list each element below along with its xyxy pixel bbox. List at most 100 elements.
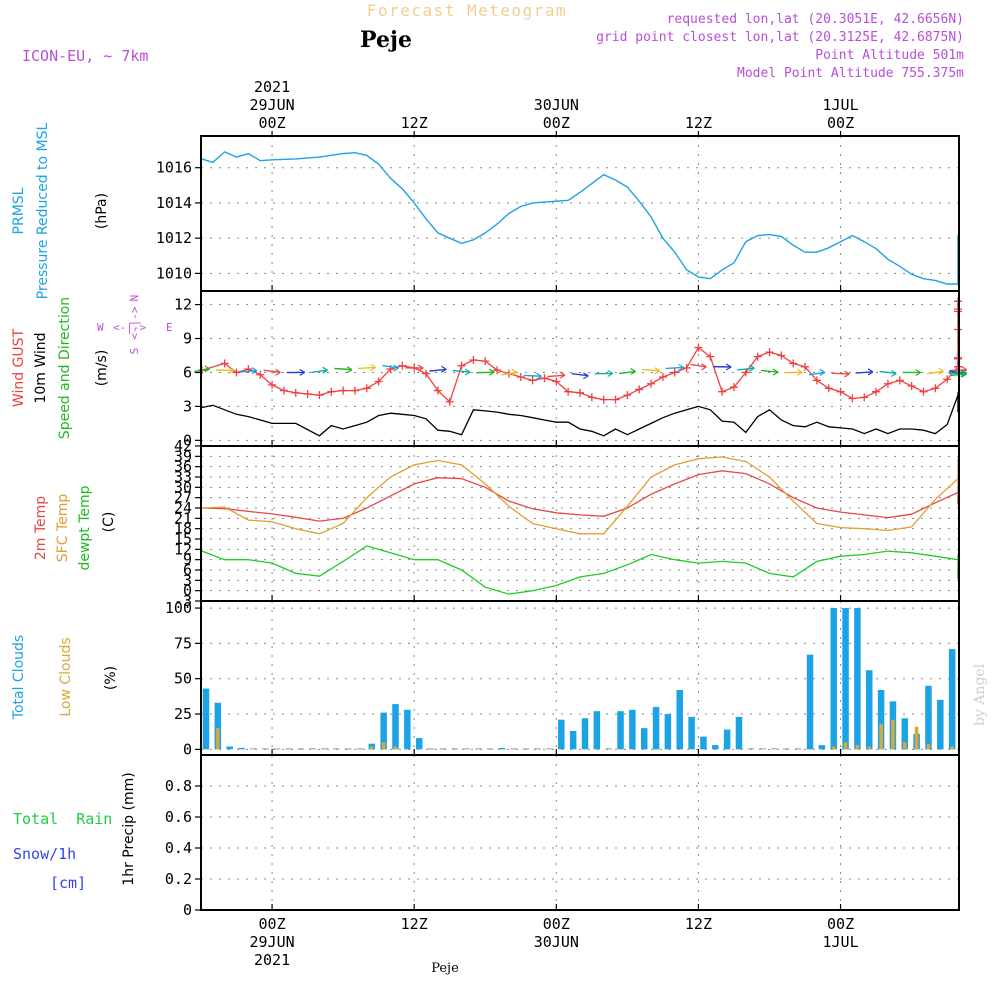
direction-arrowhead xyxy=(417,364,424,372)
direction-arrowhead xyxy=(251,367,258,375)
model-label: ICON-EU, ~ 7km xyxy=(22,47,148,65)
clouds-unit: (%) xyxy=(103,666,119,690)
y-tick-label: 21 xyxy=(174,509,192,527)
bottom-axis-label: 2021 xyxy=(254,951,290,969)
precip-label-rain: Total Rain xyxy=(13,810,112,828)
gust-point xyxy=(445,397,454,406)
wind-compass: N W <-|-> E <-|-> S xyxy=(97,295,173,355)
total-clouds-bar xyxy=(463,748,470,750)
direction-arrowhead xyxy=(938,367,944,375)
direction-arrowhead xyxy=(464,368,471,376)
sfc-temp-line xyxy=(201,456,959,535)
direction-arrow xyxy=(452,369,471,373)
gust-point xyxy=(552,377,561,386)
y-tick-label: 15 xyxy=(174,530,192,548)
total-clouds-bar xyxy=(321,748,328,750)
total-clouds-bar xyxy=(427,748,435,750)
footer-location: Peje xyxy=(431,961,459,976)
total-clouds-bar xyxy=(640,728,648,750)
total-clouds-bar xyxy=(309,748,316,750)
total-clouds-bar xyxy=(392,704,399,750)
temperature-frame xyxy=(200,445,960,602)
direction-arrowhead xyxy=(819,368,826,376)
temp-label-2m: 2m Temp xyxy=(33,496,49,560)
wind-label-10m: 10m Wind xyxy=(33,332,49,403)
direction-arrowhead xyxy=(488,368,495,376)
gust-point xyxy=(315,391,324,400)
low-clouds-bar xyxy=(831,746,836,750)
gust-point xyxy=(362,384,371,393)
total-clouds-bar xyxy=(439,748,447,750)
gust-point xyxy=(457,361,466,370)
gust-point xyxy=(232,368,241,377)
point-altitude: Point Altitude 501m xyxy=(815,48,964,63)
gust-point xyxy=(422,369,431,378)
temp-label-dewpt: dewpt Temp xyxy=(77,485,93,570)
gust-point xyxy=(872,387,881,396)
total-clouds-bar xyxy=(273,748,281,750)
top-axis-label: 12Z xyxy=(685,114,712,132)
gust-point xyxy=(279,386,288,395)
direction-arrowhead xyxy=(915,368,921,376)
direction-arrowhead xyxy=(393,364,399,372)
direction-arrowhead xyxy=(536,372,542,380)
direction-arrowhead xyxy=(961,370,967,378)
total-clouds-bar xyxy=(901,718,909,750)
low-clouds-bar xyxy=(926,743,931,750)
total-clouds-bar xyxy=(487,748,494,750)
direction-arrow xyxy=(500,371,517,376)
low-clouds-bar xyxy=(950,746,954,750)
gust-point xyxy=(777,351,786,360)
total-clouds-bar xyxy=(664,714,672,750)
total-clouds-bar xyxy=(806,654,814,750)
top-axis-label: 00Z xyxy=(543,114,570,132)
direction-arrowhead xyxy=(322,366,328,374)
bottom-axis-label: 00Z xyxy=(543,915,570,933)
gust-point xyxy=(670,368,679,377)
direction-arrow xyxy=(239,369,258,373)
gust-point xyxy=(931,384,940,393)
direction-arrowhead xyxy=(796,368,803,376)
bottom-axis-label: 30JUN xyxy=(534,933,579,951)
direction-arrowhead xyxy=(204,365,211,373)
y-tick-label: 0.8 xyxy=(165,777,192,795)
y-tick-label: 6 xyxy=(183,561,192,579)
total-clouds-bar xyxy=(546,748,553,750)
bottom-axis-label: 12Z xyxy=(401,915,428,933)
total-clouds-bar xyxy=(818,745,826,750)
compass-w: W xyxy=(97,321,104,334)
total-clouds-bar xyxy=(735,716,743,750)
gust-point xyxy=(658,372,667,381)
direction-arrowhead xyxy=(299,368,306,376)
total-clouds-bar xyxy=(629,709,636,750)
direction-arrow xyxy=(642,368,660,372)
gust-point xyxy=(564,387,573,396)
total-clouds-bar xyxy=(475,748,482,750)
y-tick-label: 0 xyxy=(183,431,192,449)
y-tick-label: 9 xyxy=(183,551,192,569)
gust-point xyxy=(469,356,478,365)
total-clouds-bar xyxy=(214,702,222,750)
2m-temp-line xyxy=(201,470,959,522)
top-axis-label: 29JUN xyxy=(249,96,294,114)
bottom-axis-label: 00Z xyxy=(259,915,286,933)
direction-arrowhead xyxy=(275,368,281,376)
direction-arrowhead xyxy=(772,368,779,376)
pressure-label-msl: Pressure Reduced to MSL xyxy=(35,122,51,299)
direction-arrow xyxy=(215,369,234,372)
gust-point xyxy=(729,383,738,392)
y-tick-label: 1014 xyxy=(156,194,192,212)
total-clouds-bar xyxy=(569,730,577,750)
y-tick-label: 0.6 xyxy=(165,808,192,826)
direction-arrow xyxy=(926,370,944,375)
top-axis-label: 2021 xyxy=(254,78,290,96)
y-tick-label: 24 xyxy=(174,499,192,517)
direction-arrow xyxy=(760,369,779,373)
direction-arrowhead xyxy=(441,365,447,373)
gust-point xyxy=(860,393,869,402)
clouds-label-total: Total Clouds xyxy=(11,635,27,720)
total-clouds-bar xyxy=(794,748,802,750)
top-axis-label: 12Z xyxy=(401,114,428,132)
